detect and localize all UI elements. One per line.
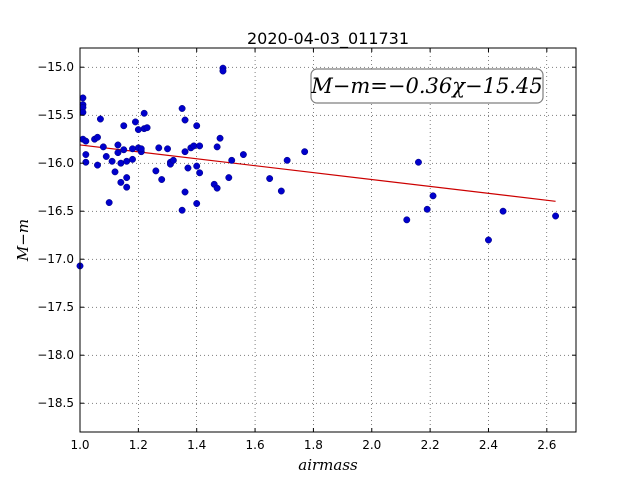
x-tick-label: 2.6 <box>537 438 556 452</box>
data-point <box>82 158 90 166</box>
equation-annotation: M−m=−0.36χ−15.45 <box>310 68 544 104</box>
y-tick-label: −18.0 <box>37 348 74 362</box>
data-point <box>193 122 201 130</box>
data-point <box>196 142 204 150</box>
data-point <box>82 151 90 159</box>
y-tick-label: −15.5 <box>37 108 74 122</box>
data-point <box>105 199 113 207</box>
y-axis-label: M−m <box>14 219 32 262</box>
data-point <box>155 144 163 152</box>
data-point <box>123 174 131 182</box>
data-point <box>181 148 189 156</box>
data-point <box>301 148 309 156</box>
data-point <box>429 192 437 200</box>
data-point <box>114 149 122 157</box>
data-point <box>184 164 192 172</box>
data-point <box>79 94 87 102</box>
y-tick-label: −17.5 <box>37 300 74 314</box>
data-point <box>552 212 560 220</box>
fit-line <box>79 144 556 202</box>
data-point <box>196 169 204 177</box>
data-point <box>193 162 201 170</box>
equation-box <box>310 68 544 104</box>
data-point <box>219 67 227 75</box>
y-tick-label: −16.5 <box>37 204 74 218</box>
data-point <box>216 134 224 142</box>
data-point <box>403 216 411 224</box>
x-tick-label: 1.6 <box>246 438 265 452</box>
x-tick-label: 2.4 <box>479 438 498 452</box>
axis-ticks: 1.0 1.2 1.4 1.6 1.8 2.0 2.2 2.4 2.6 −15.0 −15.5 −16… <box>37 48 576 452</box>
data-point <box>228 156 236 164</box>
x-tick-label: 2.0 <box>362 438 381 452</box>
data-point <box>99 143 107 151</box>
data-point <box>158 176 166 183</box>
x-tick-label: 1.4 <box>187 438 206 452</box>
data-point <box>137 145 145 153</box>
data-point <box>266 175 274 183</box>
x-tick-label: 1.2 <box>129 438 148 452</box>
data-point <box>129 145 136 153</box>
data-point <box>117 159 125 167</box>
data-point <box>213 184 221 192</box>
data-point <box>193 200 201 207</box>
data-point <box>213 143 221 151</box>
data-point <box>123 157 131 165</box>
grid-lines <box>80 48 576 432</box>
data-point <box>140 109 148 117</box>
data-point <box>225 174 233 182</box>
data-point <box>283 156 291 164</box>
data-point <box>178 105 186 112</box>
data-point <box>485 236 492 244</box>
data-point <box>499 207 507 215</box>
data-point <box>102 153 110 160</box>
data-point <box>82 137 90 145</box>
data-point <box>423 205 431 213</box>
data-point <box>181 188 189 196</box>
data-point <box>120 122 128 130</box>
data-point <box>94 133 101 141</box>
data-point <box>94 161 101 169</box>
data-point <box>123 183 131 191</box>
data-point <box>164 145 171 153</box>
data-point <box>120 146 128 154</box>
data-point <box>96 115 104 123</box>
data-point <box>414 158 422 166</box>
fit-line-group <box>79 144 556 202</box>
x-tick-label: 2.2 <box>421 438 440 452</box>
data-point <box>169 156 177 164</box>
data-point <box>111 168 119 176</box>
x-tick-label: 1.8 <box>304 438 323 452</box>
data-point <box>131 118 139 126</box>
data-point <box>181 116 189 124</box>
data-point <box>114 141 122 149</box>
y-tick-label: −15.0 <box>37 60 74 74</box>
y-tick-label: −17.0 <box>37 252 74 266</box>
x-tick-label: 1.0 <box>70 438 89 452</box>
data-point <box>277 187 285 195</box>
data-point <box>108 157 116 165</box>
chart-title: 2020-04-03_011731 <box>247 29 409 49</box>
data-point <box>134 126 142 134</box>
equation-text: M−m=−0.36χ−15.45 <box>310 74 542 98</box>
data-point <box>190 142 198 150</box>
data-point <box>239 151 247 159</box>
data-points <box>76 64 560 270</box>
x-axis-label: airmass <box>298 456 358 474</box>
data-point <box>79 108 87 116</box>
y-tick-label: −18.5 <box>37 396 74 410</box>
data-point <box>143 124 151 132</box>
data-point <box>178 206 186 214</box>
plot-frame <box>79 47 577 433</box>
data-point <box>152 167 160 175</box>
y-tick-label: −16.0 <box>37 156 74 170</box>
data-point <box>129 155 136 163</box>
data-point <box>117 178 125 186</box>
